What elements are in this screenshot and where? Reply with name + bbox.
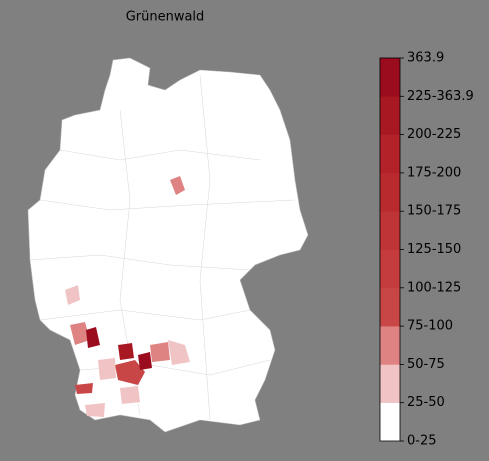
region [115,360,145,385]
map-title: Grünenwald [126,10,205,25]
colorbar-band [380,249,400,289]
region [168,340,190,365]
region [85,403,105,417]
colorbar-label: 25-50 [407,395,445,410]
colorbar-band [380,58,400,97]
colorbar-label: 75-100 [407,319,453,334]
colorbar-band [380,326,400,365]
region [120,386,140,404]
region [150,342,170,362]
germany-map [27,57,309,433]
colorbar-band [380,172,400,212]
colorbar-label: 100-125 [407,280,461,295]
region [86,327,100,348]
district-borders [29,74,296,421]
region [138,352,152,370]
colorbar-band [380,402,400,442]
colorbar-band [380,134,400,174]
region [118,343,134,360]
region [75,383,93,394]
colorbar-band [380,287,400,327]
region [65,285,80,305]
colorbar-label: 175-200 [407,165,461,180]
colorbar-label: 125-150 [407,242,461,257]
colorbar-band [380,364,400,403]
region [98,358,116,380]
colorbar-label: 0-25 [407,434,437,449]
colorbar-label: 363.9 [407,51,444,66]
colorbar-band [380,96,400,135]
colorbar-label: 200-225 [407,127,461,142]
colorbar-label: 150-175 [407,204,461,219]
colorbar: 0-25 25-50 50-75 75-100 100-125 125-150 150-17… [379,51,474,449]
colorbar-label: 225-363.9 [407,89,474,104]
colorbar-label: 50-75 [407,357,445,372]
region [70,322,90,345]
region [170,176,185,195]
colorbar-band [380,211,400,250]
